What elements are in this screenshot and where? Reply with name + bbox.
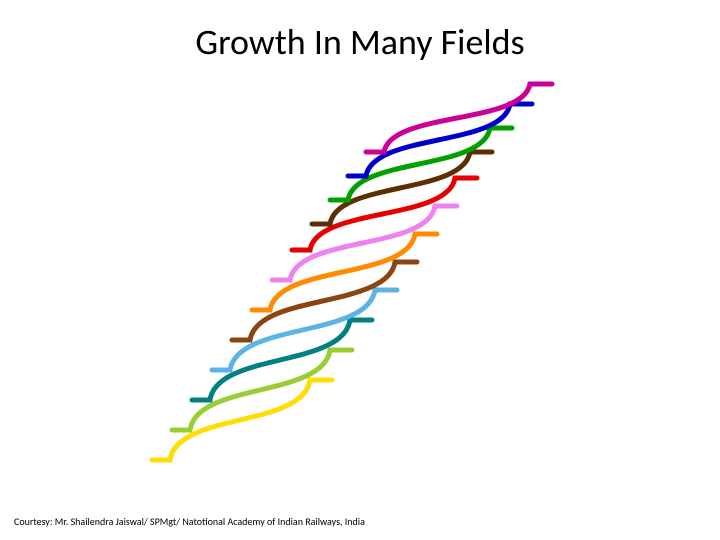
curve-light-blue [212,290,397,370]
curve-magenta [366,84,552,152]
curve-teal [192,320,372,400]
curve-green [330,128,512,200]
growth-curves-diagram [0,0,720,540]
curve-dark-brown [312,152,492,224]
courtesy-text: Courtesy: Mr. Shailendra Jaiswal/ SPMgt/… [14,515,365,528]
curve-blue [348,104,532,176]
